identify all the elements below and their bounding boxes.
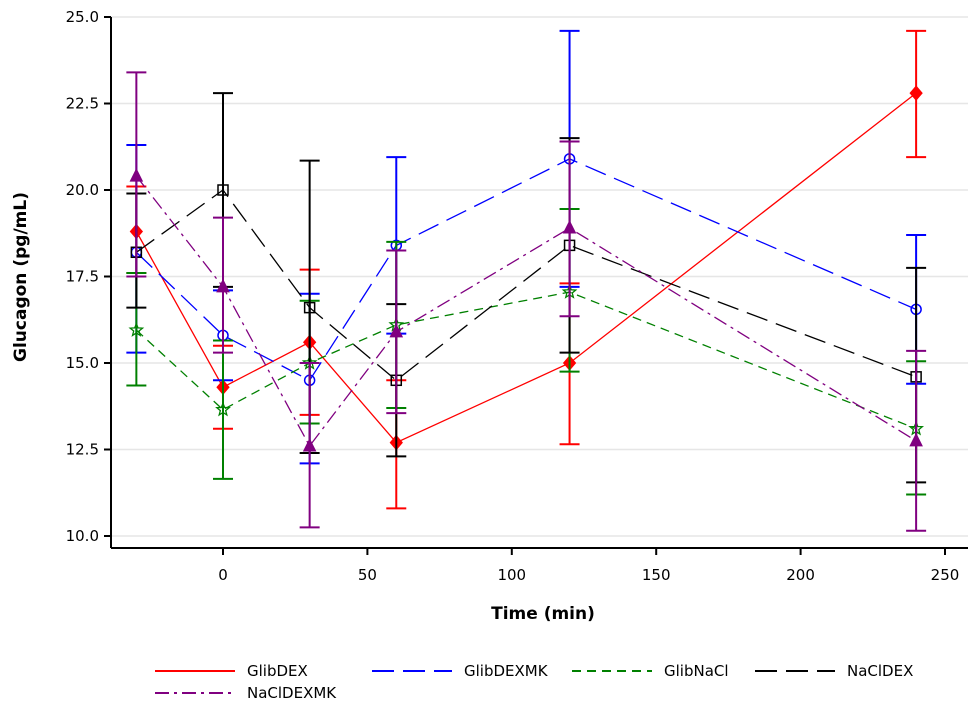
legend-label: GlibNaCl: [664, 662, 729, 680]
data-point-square: [217, 184, 229, 196]
x-tick-label: 250: [931, 566, 960, 584]
data-point-square: [303, 301, 316, 314]
y-tick-label: 15.0: [66, 354, 99, 372]
y-tick-label: 10.0: [66, 527, 99, 545]
data-point-triangle: [909, 432, 923, 447]
series-layer: [126, 29, 927, 532]
legend-label: GlibDEX: [247, 662, 308, 680]
series-glibdexmk: [126, 29, 927, 465]
data-point-triangle: [216, 278, 230, 293]
legend-item-nacldexmk: NaClDEXMK: [155, 684, 337, 702]
data-point-star: [128, 321, 145, 337]
x-tick-label: 150: [642, 566, 671, 584]
axes: [110, 17, 968, 549]
y-tick-label: 12.5: [66, 441, 99, 459]
data-point-triangle: [302, 437, 317, 452]
y-tick-label: 17.5: [66, 268, 99, 286]
legend-label: NaClDEXMK: [247, 684, 337, 702]
legend-item-glibdex: GlibDEX: [155, 662, 308, 680]
x-tick-label: 50: [358, 566, 377, 584]
data-point-triangle: [562, 219, 577, 234]
series-line: [135, 158, 917, 382]
data-point-diamond: [909, 85, 923, 101]
series-glibdex: [126, 29, 927, 510]
series-line: [135, 291, 917, 430]
x-axis-title: Time (min): [491, 604, 595, 624]
y-tick-label: 22.5: [66, 95, 99, 113]
series-line: [135, 92, 917, 444]
legend-label: GlibDEXMK: [464, 662, 549, 680]
x-tick-label: 0: [218, 566, 228, 584]
legend: GlibDEX GlibDEXMK GlibNaCl NaClDEX NaClDEXMK: [155, 662, 913, 702]
data-point-triangle: [129, 168, 144, 182]
series-line: [136, 189, 917, 382]
series-glibnacl: [126, 208, 927, 496]
x-tick-label: 100: [497, 566, 526, 584]
legend-item-nacldex: NaClDEX: [755, 662, 913, 680]
y-tick-label: 20.0: [66, 181, 99, 199]
gridlines: [111, 16, 968, 537]
data-point-triangle: [389, 323, 404, 338]
y-tick-label: 25.0: [66, 8, 99, 26]
tick-labels: 10.0 12.5 15.0 17.5 20.0 22.5 25.0 0 50 100 150 200…: [66, 8, 960, 584]
series-nacldex: [126, 92, 927, 484]
series-line: [135, 175, 917, 448]
legend-item-glibnacl: GlibNaCl: [572, 662, 729, 680]
y-axis-title: Glucagon (pg/mL): [11, 192, 31, 362]
legend-label: NaClDEX: [847, 662, 913, 680]
legend-item-glibdexmk: GlibDEXMK: [372, 662, 549, 680]
data-point-star: [215, 401, 231, 417]
series-nacldexmk: [126, 71, 927, 532]
x-tick-label: 200: [786, 566, 815, 584]
